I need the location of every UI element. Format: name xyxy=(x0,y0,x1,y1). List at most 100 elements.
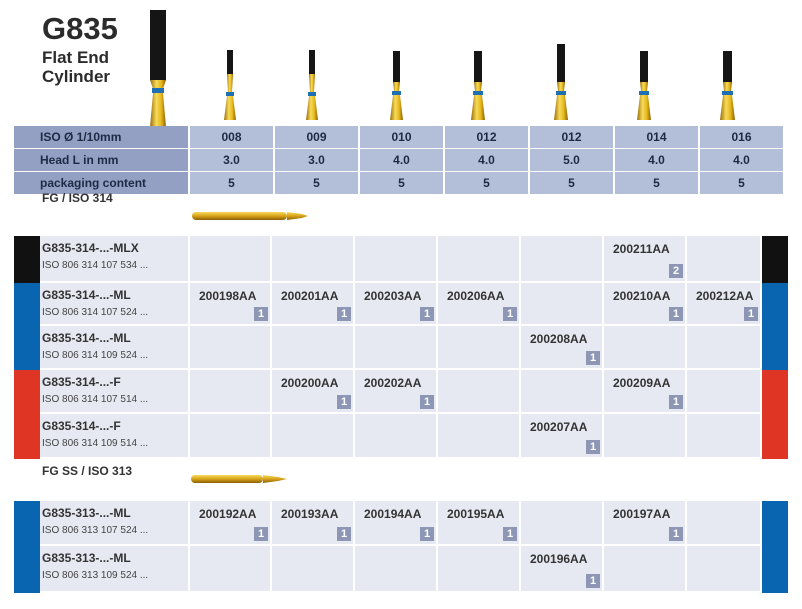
empty-cell xyxy=(604,414,687,459)
empty-cell xyxy=(438,326,521,370)
iso-number: ISO 806 314 109 524 ... xyxy=(42,350,149,361)
order-number: 200196AA xyxy=(530,552,588,566)
spec-value: 5 xyxy=(614,171,700,195)
row-label: G835-314-...-ML ISO 806 314 107 524 ... xyxy=(40,283,190,326)
product-name-line2: Cylinder xyxy=(42,67,111,86)
empty-cell xyxy=(521,370,604,414)
bur-012-b xyxy=(554,44,568,120)
row-label: G835-314-...-F ISO 806 314 107 514 ... xyxy=(40,370,190,414)
empty-cell xyxy=(355,236,438,283)
order-cell: 200197AA 1 xyxy=(604,501,687,546)
spec-label: ISO Ø 1/10mm xyxy=(14,126,190,149)
order-cell: 200211AA 2 xyxy=(604,236,687,283)
bur-016 xyxy=(720,51,735,120)
order-cell: 200194AA 1 xyxy=(355,501,438,546)
row-label: G835-313-...-ML ISO 806 313 109 524 ... xyxy=(40,546,190,593)
product-variant-code: G835-314-...-ML xyxy=(42,288,131,302)
empty-cell xyxy=(355,414,438,459)
order-number: 200202AA xyxy=(364,376,422,390)
order-number: 200195AA xyxy=(447,507,505,521)
order-cell: 200201AA 1 xyxy=(272,283,355,326)
order-cell: 200202AA 1 xyxy=(355,370,438,414)
pack-count-badge: 1 xyxy=(744,307,758,321)
empty-cell xyxy=(438,370,521,414)
empty-cell xyxy=(687,546,762,593)
spec-value: 5 xyxy=(359,171,445,195)
order-cell: 200200AA 1 xyxy=(272,370,355,414)
row-stripe-left xyxy=(14,283,40,326)
row-stripe-right xyxy=(762,283,788,326)
empty-cell xyxy=(604,326,687,370)
row-label: G835-314-...-F ISO 806 314 109 514 ... xyxy=(40,414,190,459)
product-variant-code: G835-314-...-F xyxy=(42,375,121,389)
spec-value: 010 xyxy=(359,126,445,149)
order-number: 200208AA xyxy=(530,332,588,346)
row-label: G835-314-...-ML ISO 806 314 109 524 ... xyxy=(40,326,190,370)
empty-cell xyxy=(272,546,355,593)
order-number: 200203AA xyxy=(364,289,422,303)
product-name-line1: Flat End xyxy=(42,48,110,67)
order-cell: 200195AA 1 xyxy=(438,501,521,546)
empty-cell xyxy=(687,326,762,370)
empty-cell xyxy=(604,546,687,593)
spec-value: 014 xyxy=(614,126,700,149)
order-cell: 200208AA 1 xyxy=(521,326,604,370)
pack-count-badge: 1 xyxy=(420,527,434,541)
pack-count-badge: 1 xyxy=(669,395,683,409)
pack-count-badge: 1 xyxy=(503,527,517,541)
pack-count-badge: 1 xyxy=(337,307,351,321)
order-cell: 200203AA 1 xyxy=(355,283,438,326)
pack-count-badge: 1 xyxy=(337,395,351,409)
order-number: 200207AA xyxy=(530,420,588,434)
bur-010 xyxy=(390,51,403,120)
spec-value: 5.0 xyxy=(529,148,615,172)
order-cell: 200209AA 1 xyxy=(604,370,687,414)
empty-cell xyxy=(355,326,438,370)
row-stripe-left xyxy=(14,501,40,546)
fg-ss-shank-icon xyxy=(191,475,287,483)
row-stripe-left xyxy=(14,370,40,414)
bur-large xyxy=(150,10,166,127)
empty-cell xyxy=(687,414,762,459)
row-stripe-left xyxy=(14,236,40,283)
order-cell: 200192AA 1 xyxy=(190,501,272,546)
empty-cell xyxy=(521,283,604,326)
spec-value: 5 xyxy=(529,171,615,195)
order-cell: 200207AA 1 xyxy=(521,414,604,459)
order-cell: 200193AA 1 xyxy=(272,501,355,546)
spec-value: 009 xyxy=(274,126,360,149)
spec-row-packaging: packaging content 5 5 5 5 5 5 5 xyxy=(14,171,785,195)
empty-cell xyxy=(190,546,272,593)
iso-number: ISO 806 314 107 534 ... xyxy=(42,260,149,271)
iso-number: ISO 806 313 109 524 ... xyxy=(42,570,149,581)
spec-label: Head L in mm xyxy=(14,148,190,172)
iso-number: ISO 806 313 107 524 ... xyxy=(42,525,149,536)
spec-value: 5 xyxy=(189,171,275,195)
pack-count-badge: 1 xyxy=(586,574,600,588)
order-number: 200200AA xyxy=(281,376,339,390)
pack-count-badge: 1 xyxy=(503,307,517,321)
empty-cell xyxy=(355,546,438,593)
row-stripe-left xyxy=(14,414,40,459)
empty-cell xyxy=(272,326,355,370)
product-variant-code: G835-313-...-ML xyxy=(42,506,131,520)
row-stripe-right xyxy=(762,546,788,593)
empty-cell xyxy=(687,501,762,546)
pack-count-badge: 1 xyxy=(420,395,434,409)
empty-cell xyxy=(687,236,762,283)
order-number: 200192AA xyxy=(199,507,257,521)
empty-cell xyxy=(272,414,355,459)
order-cell: 200212AA 1 xyxy=(687,283,762,326)
spec-value: 5 xyxy=(444,171,530,195)
spec-value: 4.0 xyxy=(699,148,785,172)
empty-cell xyxy=(438,546,521,593)
pack-count-badge: 2 xyxy=(669,264,683,278)
empty-cell xyxy=(438,414,521,459)
product-code: G835 xyxy=(42,11,118,46)
empty-cell xyxy=(272,236,355,283)
product-variant-code: G835-314-...-ML xyxy=(42,331,131,345)
row-stripe-right xyxy=(762,414,788,459)
empty-cell xyxy=(190,370,272,414)
bur-014 xyxy=(637,51,651,120)
